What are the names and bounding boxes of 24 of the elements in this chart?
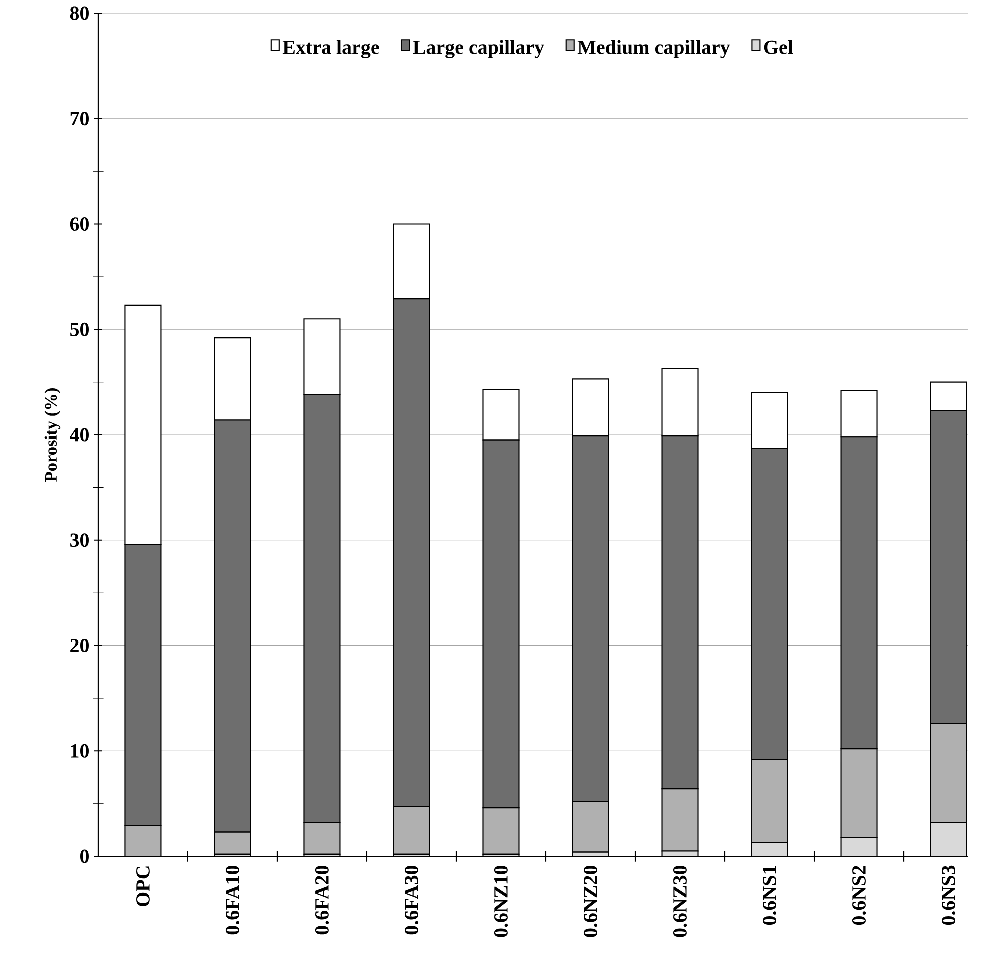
y-tick-label: 10 bbox=[71, 744, 89, 758]
x-tick-label: 0.6NS3 bbox=[942, 866, 956, 926]
x-tick-label: 0.6NZ30 bbox=[673, 866, 688, 938]
x-tick-label: OPC bbox=[136, 866, 150, 906]
y-tick-label: 0 bbox=[80, 850, 89, 864]
legend-label: Gel bbox=[764, 40, 794, 54]
x-tick-label: 0.6NZ10 bbox=[494, 866, 508, 938]
y-tick-label: 50 bbox=[70, 322, 89, 336]
x-tick-label: 0.6FA20 bbox=[315, 866, 330, 935]
y-axis-title: Porosity (%) bbox=[44, 388, 61, 482]
legend-label: Medium capillary bbox=[578, 40, 730, 58]
x-tick-label: 0.6NS1 bbox=[762, 866, 777, 926]
x-tick-label: 0.6NZ20 bbox=[584, 866, 598, 938]
y-tick-label: 30 bbox=[70, 534, 89, 548]
y-tick-label: 60 bbox=[70, 218, 89, 232]
legend-label: Extra large bbox=[282, 40, 380, 58]
y-tick-label: 40 bbox=[70, 428, 89, 442]
y-tick-label: 20 bbox=[70, 639, 89, 653]
x-tick-label: 0.6FA10 bbox=[226, 866, 240, 935]
x-tick-label: 0.6FA30 bbox=[404, 866, 419, 935]
x-tick-label: 0.6NS2 bbox=[852, 866, 866, 926]
y-tick-label: 80 bbox=[70, 6, 89, 20]
y-tick-label: 70 bbox=[70, 112, 89, 126]
legend-label: Large capillary bbox=[413, 40, 544, 58]
